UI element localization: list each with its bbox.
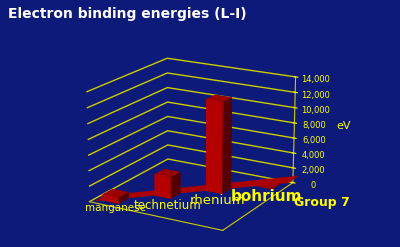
Text: Electron binding energies (L-I): Electron binding energies (L-I) xyxy=(8,7,247,21)
